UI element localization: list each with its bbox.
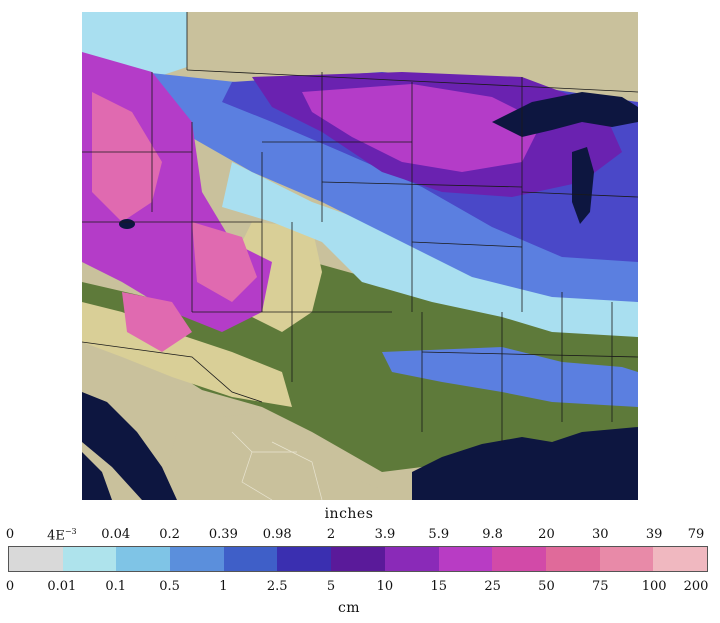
region-blue-snow — [132, 72, 638, 302]
legend-tick-label: 9.8 — [482, 527, 503, 542]
legend-inches-title: inches — [324, 506, 374, 522]
legend-tick-label: 5 — [326, 579, 336, 594]
great-lakes — [492, 92, 638, 137]
legend-tick-label: 1 — [219, 579, 228, 594]
legend-tick-label: 15 — [430, 579, 448, 594]
lake-michigan — [572, 147, 594, 224]
legend-tick-label: 0 — [5, 527, 15, 542]
state-borders — [82, 12, 638, 442]
region-magenta-snow — [302, 84, 542, 172]
legend-tick-label: 39 — [645, 527, 663, 542]
canada-land — [187, 12, 638, 92]
legend-tick-label: 200 — [683, 579, 709, 594]
legend-tick-label: 3.9 — [374, 527, 396, 542]
snow-depth-map — [82, 12, 638, 500]
region-mountain-pink-snow-2 — [192, 222, 257, 302]
gulf-of-california — [82, 392, 177, 500]
legend-tick-label: 0 — [5, 579, 15, 594]
legend-tick-label: 50 — [538, 579, 555, 594]
legend-tick-label: 0.5 — [159, 579, 180, 594]
legend-swatch — [438, 547, 493, 571]
region-light-blue-snow — [222, 162, 638, 337]
legend-swatch — [223, 547, 278, 571]
legend-tick-label: 75 — [592, 579, 609, 594]
legend-swatch — [170, 547, 224, 571]
legend-swatch — [599, 547, 654, 571]
legend-tick-label: 0.1 — [105, 579, 127, 594]
legend-swatch — [384, 547, 439, 571]
legend-tick-label: 0.98 — [262, 527, 292, 542]
great-salt-lake — [119, 219, 135, 229]
legend-tick-label: 2 — [326, 527, 336, 542]
pacific-ocean — [82, 452, 112, 500]
legend-tick-label: 100 — [641, 579, 667, 594]
legend-swatch — [116, 547, 171, 571]
legend-tick-label: 79 — [687, 527, 705, 542]
legend-tick-label: 25 — [484, 579, 501, 594]
legend-tick-label: 5.9 — [428, 527, 450, 542]
legend-tick-label: 20 — [538, 527, 555, 542]
legend-tick-label: 0.2 — [159, 527, 180, 542]
legend-swatch — [545, 547, 600, 571]
legend-colorbar — [8, 546, 708, 572]
legend-tick-label: 30 — [592, 527, 609, 542]
legend-tick-label: 0.04 — [101, 527, 131, 542]
mexico-land — [167, 412, 412, 500]
legend-swatch — [277, 547, 332, 571]
legend-tick-label: 0.39 — [208, 527, 238, 542]
legend-tick-label: 2.5 — [266, 579, 288, 594]
legend-tick-label: 10 — [376, 579, 394, 594]
legend-swatch — [653, 547, 707, 571]
legend-swatch — [492, 547, 546, 571]
legend-tick-label: 4E−3 — [47, 527, 77, 544]
region-mountain-pink-snow — [92, 92, 162, 222]
legend-swatch — [9, 547, 63, 571]
legend-tick-label: 0.01 — [47, 579, 77, 594]
legend-cm-title: cm — [337, 600, 361, 616]
gulf-of-mexico — [412, 427, 638, 500]
region-mountain-pink-snow-3 — [122, 292, 192, 352]
legend-swatch — [62, 547, 117, 571]
legend-swatch — [331, 547, 385, 571]
mexico-state-borders — [231, 431, 323, 500]
region-blue-snow-se — [382, 347, 638, 407]
